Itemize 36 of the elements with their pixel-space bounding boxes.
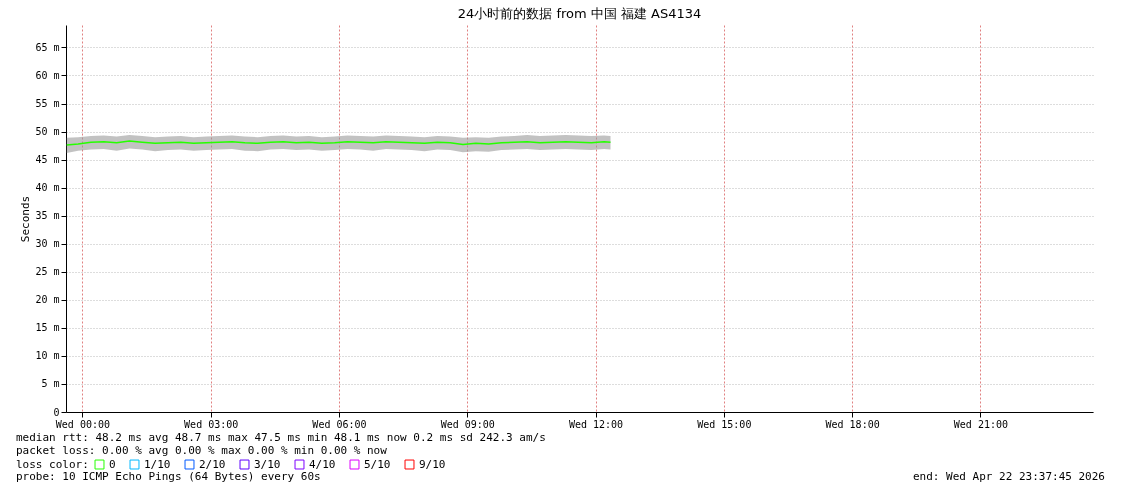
legend-label: 5/10 bbox=[364, 457, 391, 471]
y-tick-label: 60 m bbox=[35, 69, 60, 81]
x-tick-label: Wed 03:00 bbox=[184, 418, 239, 430]
y-tick-label: 15 m bbox=[35, 322, 60, 334]
chart-title: 24小时前的数据 from 中国 福建 AS4134 bbox=[457, 6, 702, 21]
y-axis-title: Seconds bbox=[19, 195, 33, 243]
y-tick-label: 20 m bbox=[35, 294, 60, 306]
y-tick-label: 25 m bbox=[35, 266, 60, 278]
x-tick-label: Wed 15:00 bbox=[697, 418, 752, 430]
y-tick-label: 40 m bbox=[35, 182, 60, 194]
x-tick-label: Wed 12:00 bbox=[568, 418, 624, 430]
y-tick-label: 50 m bbox=[35, 126, 60, 138]
y-tick-label: 35 m bbox=[35, 210, 60, 222]
legend-label: 2/10 bbox=[199, 457, 226, 471]
legend-title: loss color: bbox=[16, 458, 89, 471]
text: median rtt: 48.2 ms avg 48.7 ms max 47.5 ms min 48.1 ms now 0.2 ms sd 242.3 am/s bbox=[16, 431, 546, 444]
legend-label: 0 bbox=[109, 457, 116, 471]
y-tick-label: 5 m bbox=[41, 378, 60, 390]
y-tick-label: 0 bbox=[53, 406, 60, 418]
x-tick-label: Wed 06:00 bbox=[312, 418, 367, 430]
y-tick-label: 55 m bbox=[35, 98, 60, 110]
y-tick-label: 65 m bbox=[35, 41, 60, 53]
text: packet loss: 0.00 % avg 0.00 % max 0.00 % min 0.00 % now bbox=[16, 444, 388, 457]
legend-label: 3/10 bbox=[254, 457, 281, 471]
x-tick-label: Wed 09:00 bbox=[440, 418, 495, 430]
y-tick-label: 10 m bbox=[35, 350, 60, 362]
y-tick-label: 45 m bbox=[35, 154, 60, 166]
text: probe: 10 ICMP Echo Pings (64 Bytes) every 60s bbox=[16, 470, 321, 483]
text: end: Wed Apr 22 23:37:45 2026 bbox=[912, 470, 1105, 483]
x-tick-label: Wed 00:00 bbox=[55, 418, 110, 430]
x-tick-label: Wed 21:00 bbox=[953, 418, 1008, 430]
x-tick-label: Wed 18:00 bbox=[825, 418, 880, 430]
y-tick-label: 30 m bbox=[35, 238, 60, 250]
legend-label: 1/10 bbox=[144, 457, 171, 471]
legend-label: 9/10 bbox=[419, 457, 446, 471]
legend-label: 4/10 bbox=[309, 457, 336, 471]
